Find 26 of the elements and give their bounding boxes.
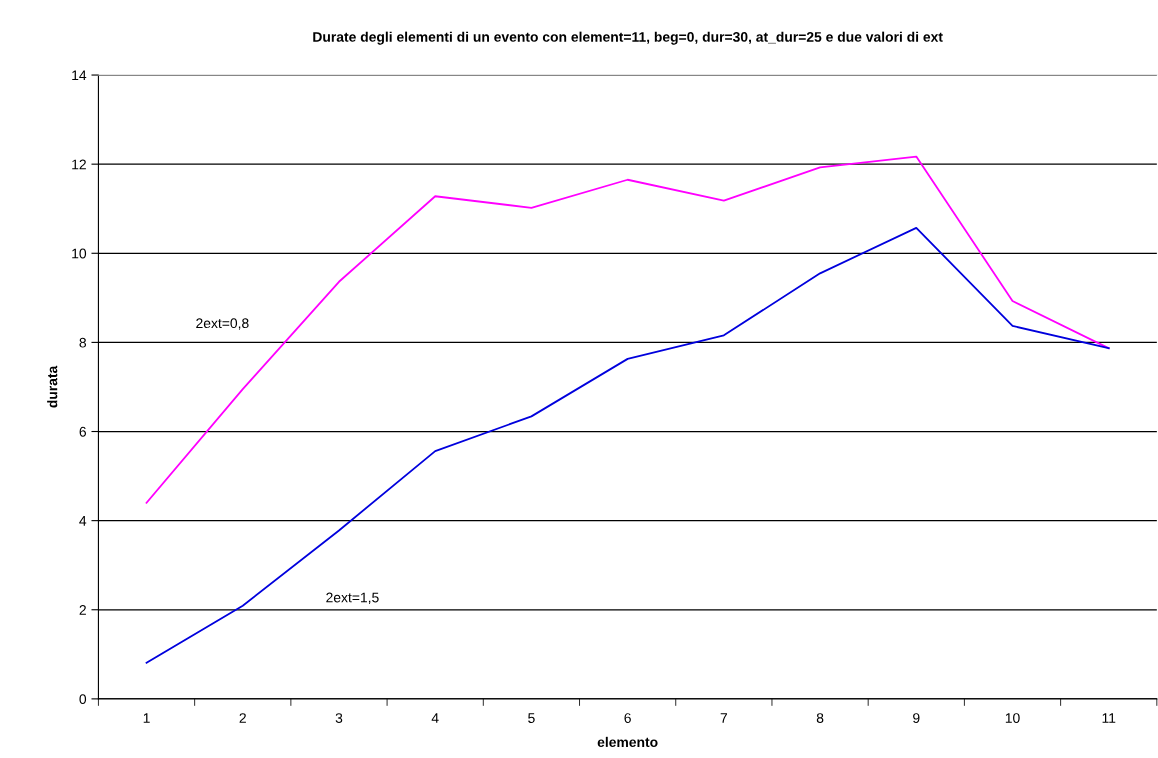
y-tick-label: 4 xyxy=(79,516,87,526)
y-tick-label: 2 xyxy=(79,605,86,615)
x-tick-label: 6 xyxy=(624,713,631,723)
x-tick-label: 10 xyxy=(1005,713,1020,723)
y-axis-title: durata xyxy=(47,365,58,408)
x-tick-label: 11 xyxy=(1102,713,1116,723)
x-tick-label: 8 xyxy=(816,713,824,723)
text: 2ext=0,8 xyxy=(196,318,249,330)
x-tick-label: 9 xyxy=(913,713,920,723)
y-tick-label: 14 xyxy=(72,70,87,81)
line-series xyxy=(145,226,1110,664)
x-tick-label: 2 xyxy=(239,713,246,723)
x-tick-label: 5 xyxy=(528,713,535,723)
chart-title: Durate degli elementi di un evento con element=11, beg=0, dur=30, at_dur=25 e due valori di ext xyxy=(313,31,943,45)
y-tick-label: 12 xyxy=(72,159,86,170)
line-series xyxy=(145,155,1110,504)
x-tick-label: 1 xyxy=(143,713,150,723)
x-tick-label: 3 xyxy=(335,713,343,723)
y-tick-label: 0 xyxy=(79,694,87,705)
x-axis-title: elemento xyxy=(597,736,658,748)
x-tick-label: 7 xyxy=(720,713,728,723)
y-tick-label: 10 xyxy=(72,248,87,259)
x-tick-label: 4 xyxy=(431,713,439,723)
y-tick-label: 8 xyxy=(79,337,87,348)
text: 2ext=1,5 xyxy=(326,592,379,605)
y-tick-label: 6 xyxy=(79,426,87,437)
